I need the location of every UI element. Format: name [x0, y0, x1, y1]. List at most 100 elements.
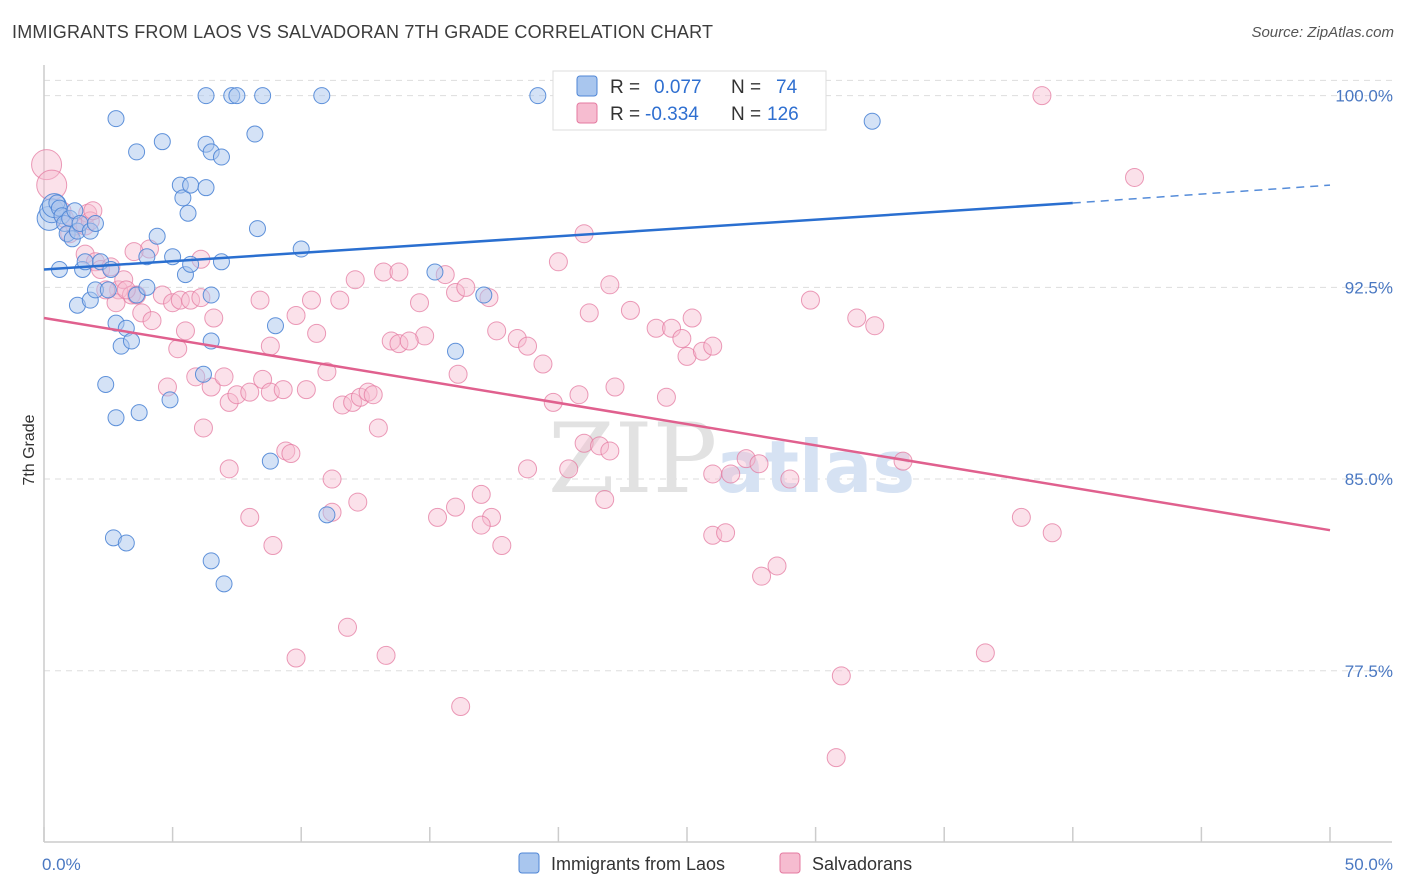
legend-n-label-2: N =: [731, 104, 761, 125]
salvadoran-point: [281, 444, 301, 463]
laos-point: [863, 112, 881, 130]
salvadoran-point: [296, 380, 316, 400]
legend-box: R = 0.077 N = 74 R = -0.334 N = 126: [552, 70, 827, 131]
salvadoran-point: [456, 277, 476, 297]
salvadoran-point: [106, 293, 126, 313]
salvadoran-point: [1032, 86, 1052, 106]
salvadoran-point: [548, 252, 568, 272]
salvadoran-point: [286, 305, 306, 325]
salvadoran-point: [240, 382, 260, 402]
laos-point: [202, 286, 220, 304]
bottom-legend-swatch-laos: [518, 852, 540, 874]
legend-r-value-1: 0.077: [654, 77, 702, 98]
salvadoran-point: [363, 385, 383, 405]
grid-lines: [44, 79, 1392, 672]
laos-point: [215, 575, 233, 593]
y-tick-label: 77.5%: [1345, 662, 1393, 681]
laos-point: [153, 133, 171, 151]
salvadoran-point: [368, 418, 388, 438]
salvadoran-point: [518, 459, 538, 479]
laos-point: [426, 263, 444, 281]
legend-swatch-salv: [576, 102, 598, 124]
x-tick-labels: 0.0% 50.0%: [42, 855, 1393, 874]
laos-point: [117, 534, 135, 552]
legend-n-value-2: 126: [767, 104, 799, 125]
salvadoran-point: [428, 507, 448, 527]
salvadoran-point: [716, 523, 736, 543]
watermark: ZIP atlas: [548, 403, 915, 515]
laos-point: [128, 143, 146, 161]
salvadoran-point: [376, 645, 396, 665]
salvadoran-point: [273, 380, 293, 400]
salvadoran-point: [487, 321, 507, 341]
salvadoran-point: [322, 469, 342, 489]
laos-point: [529, 87, 547, 105]
salvadoran-point: [533, 354, 553, 374]
laos-point: [197, 179, 215, 197]
salvadoran-point: [847, 308, 867, 328]
laos-point: [248, 220, 266, 238]
salvadoran-point: [410, 293, 430, 313]
laos-point: [179, 204, 197, 222]
salvadoran-point: [286, 648, 306, 668]
salvadoran-point: [492, 536, 512, 556]
salvadoran-point: [590, 436, 610, 456]
salvadoran-point: [219, 392, 239, 412]
salvadoran-point: [518, 336, 538, 356]
salvadoran-point: [646, 318, 666, 338]
x-tick-label: 0.0%: [42, 855, 81, 874]
salvadoran-point: [1011, 507, 1031, 527]
legend-swatch-laos: [576, 75, 598, 97]
salvadoran-point: [656, 387, 676, 407]
y-axis-title: 7th Grade: [21, 414, 38, 485]
salvadoran-point: [307, 323, 327, 343]
laos-point: [99, 281, 117, 299]
salvadoran-point: [260, 336, 280, 356]
salvadoran-point: [482, 507, 502, 527]
salvadoran-point: [831, 666, 851, 686]
laos-point: [246, 125, 264, 143]
salvadoran-point: [569, 385, 589, 405]
salvadoran-point: [559, 459, 579, 479]
salvadoran-point: [446, 282, 466, 302]
salvadoran-point: [348, 492, 368, 512]
salvadoran-point: [736, 449, 756, 469]
laos-point: [197, 87, 215, 105]
salvadoran-point: [31, 149, 63, 181]
salvadoran-point: [451, 697, 471, 717]
salvadoran-point: [152, 285, 172, 305]
laos-trend-extension: [1072, 184, 1331, 204]
salvadoran-point: [682, 308, 702, 328]
salvadoran-point: [749, 454, 769, 474]
salvadoran-point: [337, 617, 357, 637]
salvadoran-point: [263, 536, 283, 556]
laos-point: [447, 342, 465, 360]
laos-point: [194, 365, 212, 383]
salvadoran-point: [358, 382, 378, 402]
laos-trend-line: [43, 201, 1073, 271]
salvadoran-point: [1042, 523, 1062, 543]
salvadoran-point: [780, 469, 800, 489]
salvadoran-point: [703, 336, 723, 356]
laos-points: [36, 87, 881, 593]
bottom-legend-salv: Salvadorans: [812, 854, 912, 874]
y-tick-label: 92.5%: [1345, 278, 1393, 297]
salvadoran-point: [330, 290, 350, 310]
salvadoran-point: [170, 290, 190, 310]
salvadoran-point: [142, 311, 162, 331]
laos-point: [212, 148, 230, 166]
salvadoran-point: [317, 362, 337, 382]
salvadoran-point: [471, 515, 491, 535]
chart-title: IMMIGRANTS FROM LAOS VS SALVADORAN 7TH G…: [12, 22, 714, 42]
salvadoran-point: [767, 556, 787, 576]
salvadoran-point: [800, 290, 820, 310]
salvadoran-point: [507, 328, 527, 348]
salvadoran-point: [721, 464, 741, 484]
laos-point: [86, 214, 104, 232]
salvadoran-point: [600, 441, 620, 461]
salvadoran-point: [448, 364, 468, 384]
salvadoran-point: [574, 433, 594, 453]
legend-r-label-1: R =: [610, 77, 640, 98]
axes: [43, 65, 1392, 843]
salvadoran-point: [595, 490, 615, 510]
